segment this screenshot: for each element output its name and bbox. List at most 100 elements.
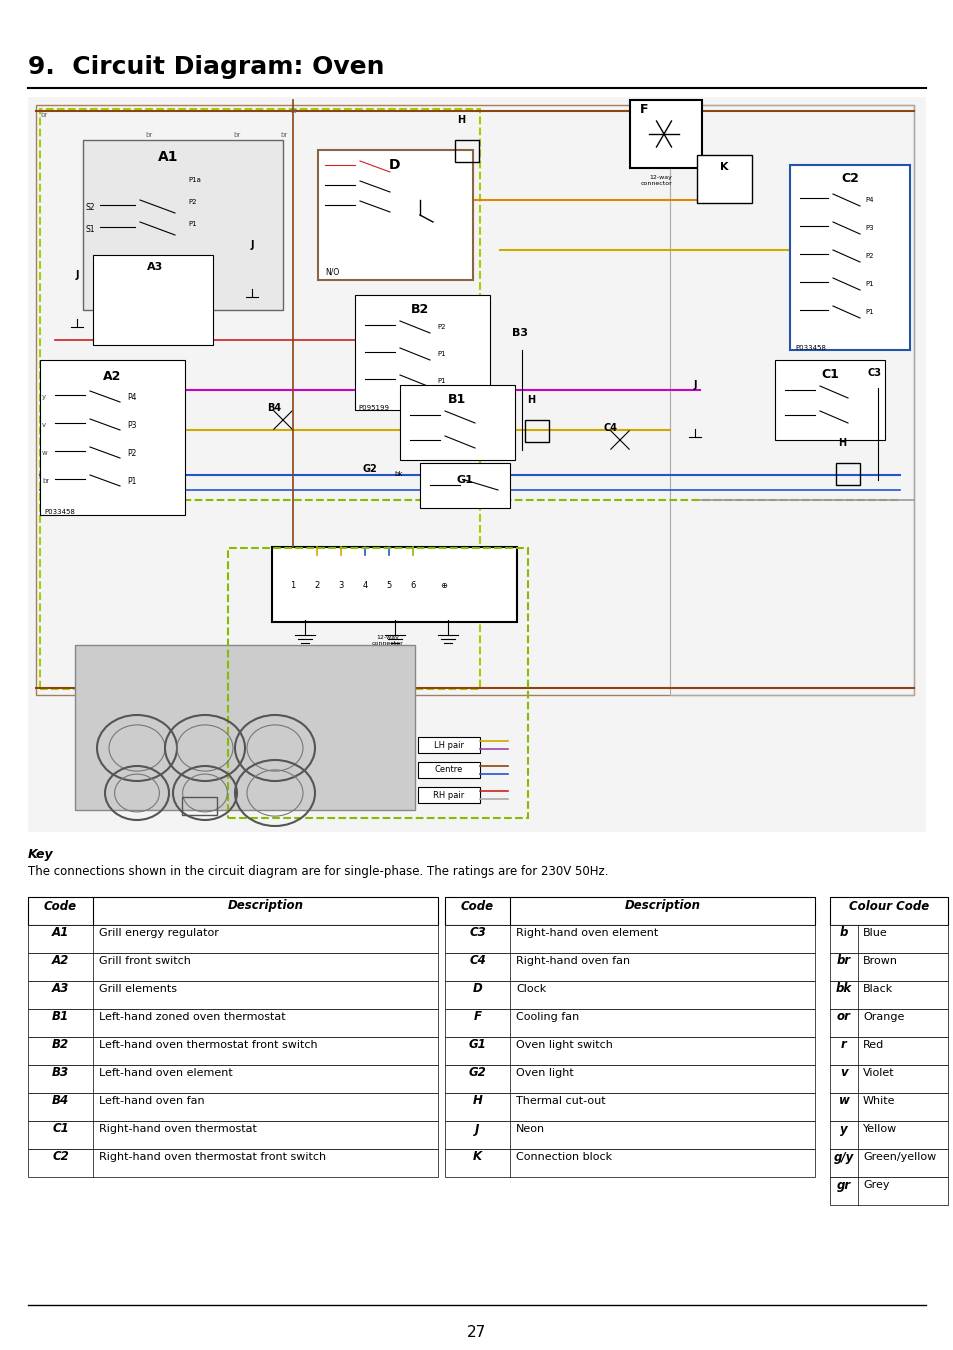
Text: B3: B3 xyxy=(51,1066,69,1080)
Bar xyxy=(28,97,925,832)
Text: C1: C1 xyxy=(52,1122,69,1135)
Text: N/O: N/O xyxy=(325,267,339,277)
Bar xyxy=(829,1008,947,1037)
Bar xyxy=(182,796,216,815)
Text: br: br xyxy=(42,478,50,485)
Text: br: br xyxy=(145,132,152,138)
Bar xyxy=(444,953,814,981)
Text: White: White xyxy=(862,1096,895,1106)
Text: J: J xyxy=(475,1122,479,1135)
Text: y: y xyxy=(42,394,46,400)
Bar xyxy=(444,1149,814,1177)
Bar xyxy=(669,105,913,695)
Text: H: H xyxy=(526,396,535,405)
Text: Right-hand oven element: Right-hand oven element xyxy=(516,927,658,938)
Bar xyxy=(28,1120,437,1149)
Text: Neon: Neon xyxy=(516,1125,544,1134)
Bar xyxy=(774,360,884,440)
Bar xyxy=(417,737,479,753)
Text: Grill elements: Grill elements xyxy=(99,984,177,994)
Text: P2: P2 xyxy=(864,252,873,259)
Text: bk: bk xyxy=(835,983,851,995)
Bar xyxy=(83,140,283,310)
Text: Black: Black xyxy=(862,984,892,994)
Bar xyxy=(444,1065,814,1094)
Text: P1: P1 xyxy=(436,351,445,356)
Text: br: br xyxy=(280,132,287,138)
Text: P2: P2 xyxy=(188,198,196,205)
Text: A1: A1 xyxy=(157,150,178,163)
Text: Right-hand oven fan: Right-hand oven fan xyxy=(516,956,630,967)
Text: P033458: P033458 xyxy=(794,346,825,351)
Text: 27: 27 xyxy=(467,1324,486,1341)
Text: Grey: Grey xyxy=(862,1180,888,1189)
Bar xyxy=(829,1037,947,1065)
Text: A2: A2 xyxy=(103,370,121,383)
Text: P033458: P033458 xyxy=(44,509,74,514)
Text: A3: A3 xyxy=(51,983,69,995)
Text: Oven light switch: Oven light switch xyxy=(516,1040,612,1050)
Bar xyxy=(829,1120,947,1149)
Text: P1: P1 xyxy=(436,378,445,383)
Text: A3: A3 xyxy=(147,262,163,271)
Text: 9.  Circuit Diagram: Oven: 9. Circuit Diagram: Oven xyxy=(28,55,384,80)
Bar xyxy=(419,463,510,508)
Text: P1: P1 xyxy=(864,309,873,315)
Bar xyxy=(697,155,751,202)
Bar xyxy=(28,925,437,953)
Text: J: J xyxy=(75,270,79,279)
Text: Right-hand oven thermostat: Right-hand oven thermostat xyxy=(99,1125,256,1134)
Bar xyxy=(444,1008,814,1037)
Text: P1: P1 xyxy=(864,281,873,288)
Text: P2: P2 xyxy=(127,448,136,458)
Bar xyxy=(28,1037,437,1065)
Text: P095199: P095199 xyxy=(357,405,389,410)
Text: gr: gr xyxy=(836,1179,850,1192)
Text: Grill energy regulator: Grill energy regulator xyxy=(99,927,218,938)
Text: Description: Description xyxy=(227,899,303,913)
Bar xyxy=(829,1149,947,1177)
Bar xyxy=(40,360,185,514)
Text: Blue: Blue xyxy=(862,927,887,938)
Text: P1a: P1a xyxy=(188,177,201,184)
Text: 1: 1 xyxy=(290,580,295,590)
Text: br: br xyxy=(290,108,297,113)
Text: A2: A2 xyxy=(51,954,69,968)
Text: C3: C3 xyxy=(469,926,485,940)
Text: Oven light: Oven light xyxy=(516,1068,573,1079)
Text: H: H xyxy=(456,115,465,126)
Text: A1: A1 xyxy=(51,926,69,940)
Text: Clock: Clock xyxy=(516,984,546,994)
Text: P1: P1 xyxy=(188,221,196,227)
Text: H: H xyxy=(472,1095,482,1107)
Text: C2: C2 xyxy=(841,171,858,185)
Bar xyxy=(28,1149,437,1177)
Text: P1: P1 xyxy=(127,477,136,486)
Text: C4: C4 xyxy=(603,423,618,433)
Bar xyxy=(28,1094,437,1120)
Bar xyxy=(355,296,490,410)
Text: Orange: Orange xyxy=(862,1012,903,1022)
Text: B1: B1 xyxy=(447,393,466,406)
Text: Left-hand zoned oven thermostat: Left-hand zoned oven thermostat xyxy=(99,1012,285,1022)
Text: Centre: Centre xyxy=(435,765,463,775)
Text: Cooling fan: Cooling fan xyxy=(516,1012,578,1022)
Bar xyxy=(444,1037,814,1065)
Text: S1: S1 xyxy=(86,224,95,234)
Text: Grill front switch: Grill front switch xyxy=(99,956,191,967)
Bar xyxy=(317,150,473,279)
Text: G2: G2 xyxy=(363,464,377,474)
Text: Violet: Violet xyxy=(862,1068,894,1079)
Text: ⊕: ⊕ xyxy=(440,580,447,590)
Text: Brown: Brown xyxy=(862,956,897,967)
Bar xyxy=(629,100,701,167)
Text: Left-hand oven thermostat front switch: Left-hand oven thermostat front switch xyxy=(99,1040,317,1050)
Text: or: or xyxy=(836,1011,850,1023)
Text: 3: 3 xyxy=(338,580,343,590)
Text: F: F xyxy=(639,103,648,116)
Bar xyxy=(829,925,947,953)
Text: P4: P4 xyxy=(127,393,136,401)
Bar xyxy=(444,981,814,1008)
Text: br: br xyxy=(836,954,850,968)
Text: Code: Code xyxy=(44,899,77,913)
